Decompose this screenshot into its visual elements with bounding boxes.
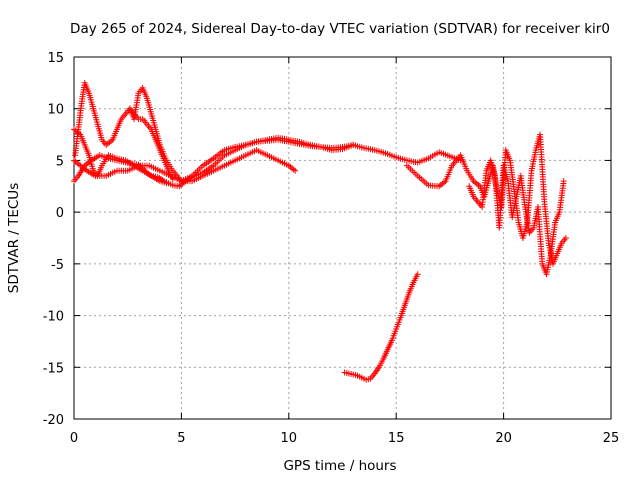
- data-points: [71, 79, 569, 383]
- series-track-f: [403, 131, 569, 267]
- y-tick-label: -20: [43, 413, 64, 428]
- y-tick-label: 15: [47, 51, 64, 66]
- series-track-e: [126, 105, 176, 182]
- x-tick-label: 20: [495, 431, 512, 446]
- x-axis-label: GPS time / hours: [283, 458, 396, 474]
- data-point: [163, 180, 170, 187]
- series-track-c: [72, 79, 299, 185]
- data-point: [562, 235, 569, 241]
- data-point: [560, 178, 567, 185]
- grid: [74, 57, 611, 419]
- x-tick-label: 10: [281, 431, 298, 446]
- series-track-h: [341, 271, 421, 383]
- x-tick-label: 0: [70, 431, 78, 446]
- y-tick-label: -10: [43, 310, 64, 325]
- x-tick-label: 15: [388, 431, 405, 446]
- plot-frame: [73, 56, 612, 420]
- series-track-g: [466, 157, 567, 278]
- data-point: [414, 271, 421, 278]
- x-tick-label: 5: [177, 431, 185, 446]
- data-point: [292, 167, 299, 174]
- chart-title: Day 265 of 2024, Sidereal Day-to-day VTE…: [70, 21, 610, 37]
- y-tick-label: 0: [56, 206, 64, 221]
- y-tick-label: 5: [56, 154, 64, 169]
- y-tick-label: -5: [51, 258, 64, 273]
- data-point: [169, 176, 176, 182]
- data-point: [350, 141, 357, 148]
- y-tick-label: -15: [43, 361, 64, 376]
- y-axis-label: SDTVAR / TECUs: [6, 183, 22, 293]
- y-tick-label: 10: [47, 103, 64, 118]
- axis-ticks: 0 5 10 15 20 25 -20 -15 -10 -5 0 5 10 15: [43, 51, 620, 446]
- x-tick-label: 25: [603, 431, 620, 446]
- series-track-d: [71, 126, 170, 187]
